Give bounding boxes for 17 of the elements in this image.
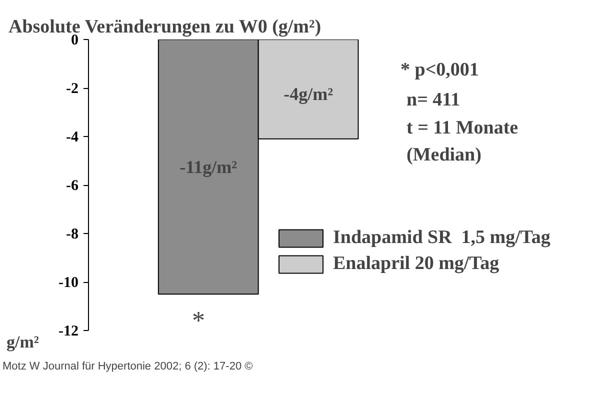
text: n= 411 [406, 90, 460, 110]
data-label: -4g/m² [284, 84, 333, 104]
legend-label: Enalapril 20 mg/Tag [333, 253, 500, 275]
text: Motz W Journal für Hypertonie 2002; 6 (2): 17-20 © [2, 360, 253, 372]
y-tick-label: -10 [58, 275, 79, 291]
y-tick-label: -8 [66, 226, 79, 242]
text: t = 11 Monate [406, 118, 518, 138]
y-tick-label: -2 [66, 81, 79, 97]
data-label: -11g/m² [180, 156, 238, 177]
y-tick-label: -6 [66, 178, 79, 194]
annotation: * [192, 306, 205, 335]
text: (Median) [406, 144, 482, 166]
y-tick-label: -4 [66, 130, 79, 146]
text: * p<0,001 [400, 60, 479, 80]
legend-label: Indapamid SR 1,5 mg/Tag [333, 227, 550, 249]
y-tick-label: -12 [58, 324, 79, 340]
y-axis-title: g/m² [6, 332, 39, 352]
